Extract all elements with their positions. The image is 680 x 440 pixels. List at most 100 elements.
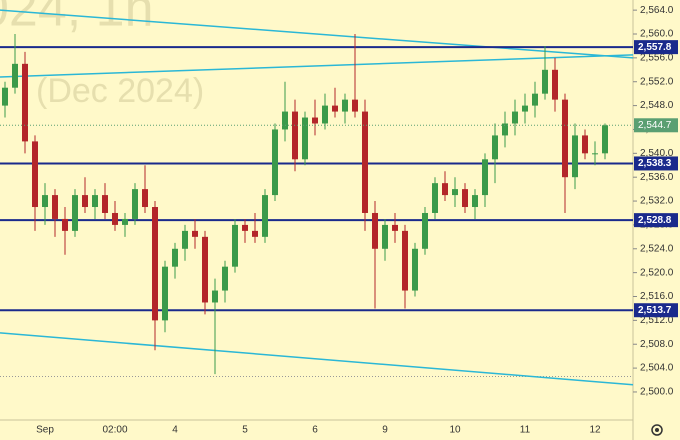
y-tick-label: 2,536.0 <box>640 172 674 183</box>
level-label: 2,528.8 <box>638 215 672 226</box>
candle-body <box>72 195 78 231</box>
candle-body <box>262 195 268 237</box>
settings-icon[interactable] <box>651 424 663 436</box>
y-tick-label: 2,556.0 <box>640 53 674 64</box>
candle-body <box>252 230 258 237</box>
candle-body <box>272 129 278 196</box>
candle-body <box>132 189 138 219</box>
y-tick-label: 2,532.0 <box>640 196 674 207</box>
y-tick-label: 2,548.0 <box>640 100 674 111</box>
candle-body <box>452 189 458 196</box>
candle-body <box>552 69 558 100</box>
candle-body <box>192 230 198 237</box>
level-box <box>634 156 678 171</box>
y-tick-label: 2,516.0 <box>640 291 674 302</box>
candle-body <box>142 189 148 208</box>
candle-body <box>292 111 298 160</box>
candle-body <box>242 224 248 231</box>
candle-body <box>152 207 158 321</box>
candle-body <box>342 99 348 112</box>
candle-body <box>12 63 18 88</box>
candle-body <box>32 141 38 208</box>
candle-body <box>22 63 28 142</box>
y-tick-label: 2,500.0 <box>640 387 674 398</box>
x-tick-label: 6 <box>312 425 318 436</box>
candle-body <box>602 125 608 154</box>
last-price-label: 2,544.7 <box>638 120 672 131</box>
candle-body <box>392 224 398 231</box>
candle-body <box>492 135 498 160</box>
y-tick-label: 2,540.0 <box>640 148 674 159</box>
candle-body <box>352 99 358 112</box>
x-tick-label: 4 <box>172 425 178 436</box>
candle-body <box>322 105 328 124</box>
level-box <box>634 40 678 55</box>
y-tick-label: 2,560.0 <box>640 29 674 40</box>
candle-body <box>572 135 578 178</box>
level-box <box>634 303 678 318</box>
x-tick-label: 11 <box>520 425 531 436</box>
candle-body <box>382 224 388 249</box>
candle-body <box>432 183 438 213</box>
candle-body <box>462 189 468 208</box>
candle-body <box>282 111 288 130</box>
y-tick-label: 2,512.0 <box>640 315 674 326</box>
level-label: 2,557.8 <box>638 42 672 53</box>
y-tick-label: 2,520.0 <box>640 267 674 278</box>
x-tick-label: 9 <box>382 425 388 436</box>
candle-body <box>532 93 538 106</box>
candle-body <box>332 105 338 112</box>
y-tick-label: 2,552.0 <box>640 76 674 87</box>
candle-body <box>522 105 528 112</box>
candle-body <box>302 117 308 160</box>
y-tick-label: 2,524.0 <box>640 243 674 254</box>
candle-body <box>202 236 208 303</box>
candle-body <box>362 111 368 213</box>
candle-body <box>592 153 598 155</box>
candle-body <box>542 69 548 94</box>
candle-body <box>562 99 568 178</box>
candle-body <box>172 248 178 267</box>
x-tick-label: 12 <box>589 425 601 436</box>
trend-line <box>0 9 634 59</box>
y-tick-label: 2,504.0 <box>640 363 674 374</box>
candle-body <box>232 224 238 267</box>
candle-body <box>482 159 488 196</box>
level-label: 2,513.7 <box>638 305 672 316</box>
candle-body <box>62 218 68 231</box>
candle-body <box>182 230 188 249</box>
candle-body <box>512 111 518 124</box>
candle-body <box>82 195 88 208</box>
level-label: 2,538.3 <box>638 158 672 169</box>
y-tick-label: 2,508.0 <box>640 339 674 350</box>
candle-body <box>422 212 428 249</box>
watermark: 024, 1h <box>0 0 154 38</box>
x-tick-label: Sep <box>36 425 54 436</box>
candle-body <box>312 117 318 124</box>
candle-body <box>412 248 418 291</box>
x-tick-label: 02:00 <box>102 425 127 436</box>
candle-body <box>102 195 108 213</box>
candle-body <box>122 218 128 225</box>
trend-line <box>0 332 634 386</box>
candle-body <box>402 230 408 291</box>
candle-body <box>582 135 588 154</box>
candle-body <box>162 266 168 321</box>
candle-body <box>222 266 228 291</box>
level-box <box>634 213 678 228</box>
candle-body <box>112 212 118 225</box>
x-tick-label: 10 <box>449 425 461 436</box>
candle-body <box>212 290 218 303</box>
candle-body <box>52 195 58 219</box>
candle-body <box>472 195 478 208</box>
candle-body <box>502 123 508 136</box>
watermark-sub: (Dec 2024) <box>36 72 204 110</box>
last-price-box <box>634 118 678 133</box>
candle-body <box>442 183 448 196</box>
candle-body <box>2 87 8 106</box>
x-tick-label: 5 <box>242 425 248 436</box>
candle-body <box>92 195 98 208</box>
y-tick-label: 2,564.0 <box>640 5 674 16</box>
candle-body <box>372 212 378 249</box>
